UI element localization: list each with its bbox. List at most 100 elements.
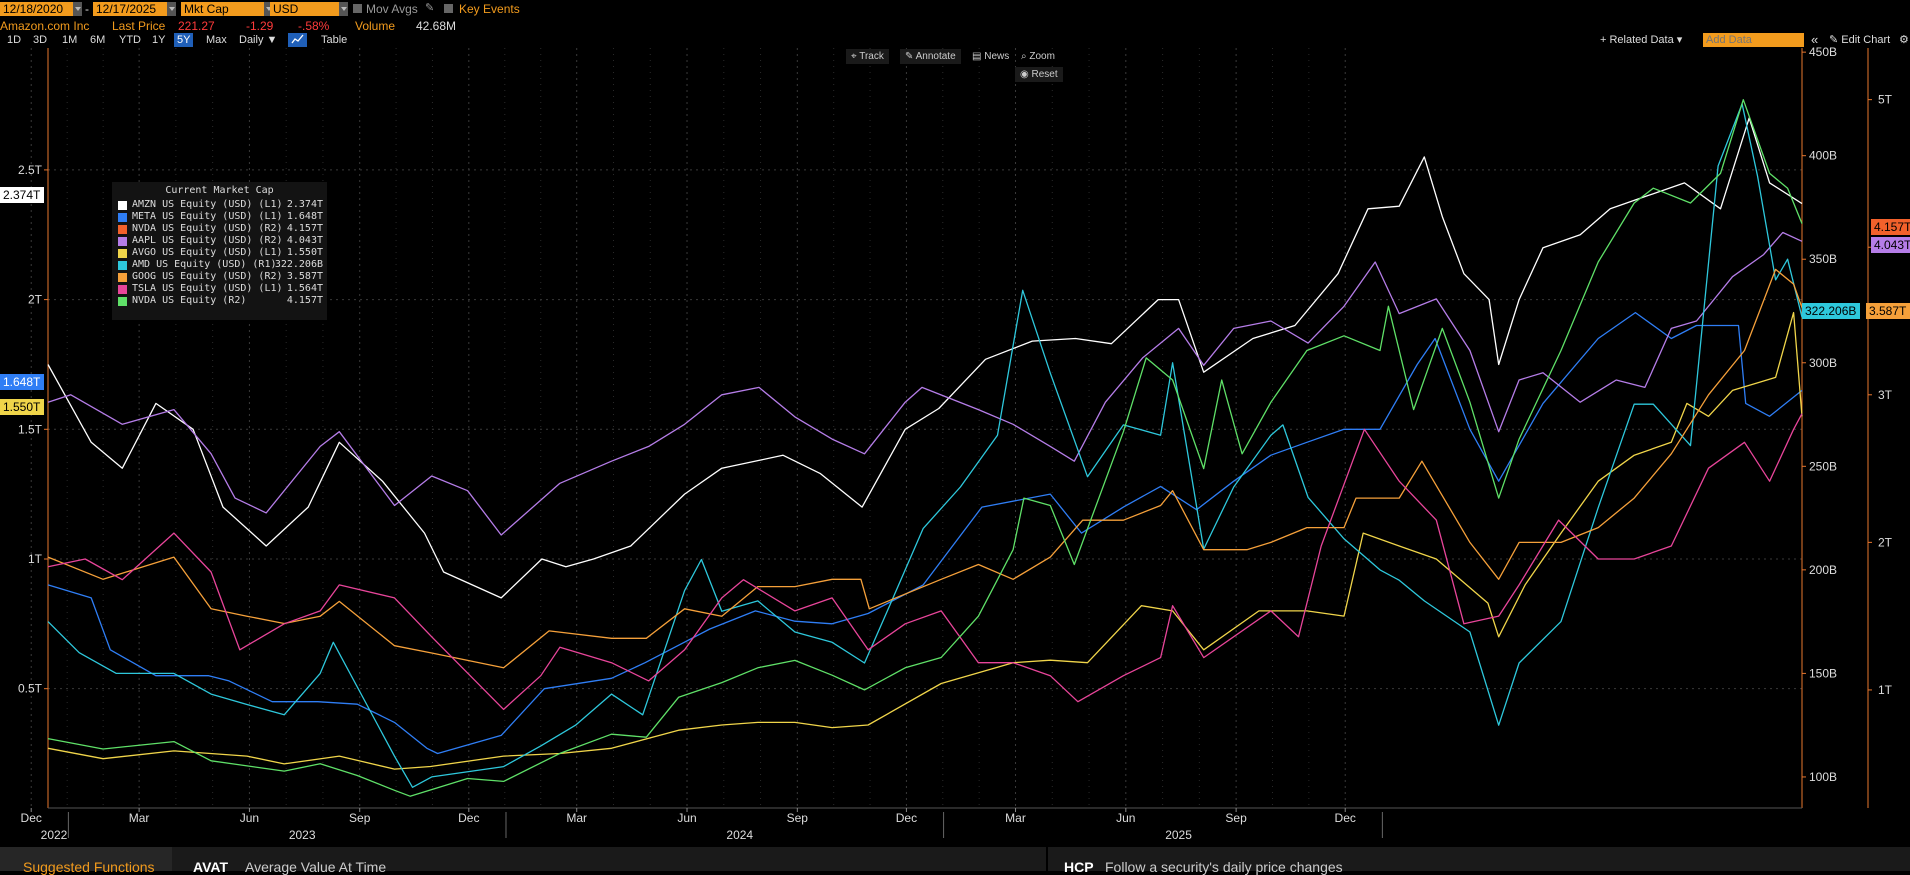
frequency-select[interactable]: Daily ▼: [239, 34, 278, 46]
mov-avgs-label[interactable]: Mov Avgs: [366, 2, 418, 16]
right1-tick-label: 350B: [1809, 252, 1837, 266]
edit-chart-button[interactable]: ✎ Edit Chart: [1826, 33, 1893, 47]
series-line-5: [47, 103, 1803, 788]
legend-item[interactable]: AMD US Equity (USD) (R1) 322.206B: [118, 259, 323, 271]
currency-select[interactable]: USD: [270, 2, 340, 16]
key-events-checkbox[interactable]: [444, 4, 453, 13]
legend-swatch: [118, 285, 127, 294]
legend-item[interactable]: NVDA US Equity (USD) (R2) 4.157T: [118, 223, 323, 235]
legend-swatch: [118, 201, 127, 210]
x-tick-label: Dec: [896, 811, 917, 825]
security-name: Amazon.com Inc: [0, 19, 90, 33]
last-price-label: Last Price: [112, 19, 166, 33]
pencil-icon[interactable]: ✎: [425, 2, 435, 14]
flag-aapl: 4.043T: [1871, 237, 1910, 253]
legend: Current Market Cap AMZN US Equity (USD) …: [112, 182, 327, 320]
range-ytd[interactable]: YTD: [119, 34, 141, 46]
reset-button[interactable]: ◉ Reset: [1015, 67, 1063, 82]
x-tick-label: Mar: [566, 811, 587, 825]
mov-avgs-checkbox[interactable]: [353, 4, 362, 13]
right1-tick-label: 300B: [1809, 356, 1837, 370]
key-events-label[interactable]: Key Events: [459, 2, 520, 16]
currency-dropdown-icon[interactable]: [339, 2, 348, 16]
reset-label: Reset: [1031, 69, 1058, 80]
end-date-field[interactable]: 12/17/2025: [93, 2, 168, 16]
year-label: 2024: [726, 828, 753, 842]
suggested-tab-bg: [0, 847, 172, 871]
legend-series-value: 4.157T: [286, 295, 323, 306]
news-button[interactable]: ▤ News: [967, 49, 1015, 64]
field-select[interactable]: Mkt Cap: [181, 2, 265, 16]
legend-series-name: AMD US Equity (USD) (R1): [132, 259, 277, 270]
series-line-0: [47, 117, 1803, 599]
x-tick-label: Dec: [458, 811, 479, 825]
start-date-dropdown-icon[interactable]: [73, 2, 82, 16]
news-label: News: [984, 51, 1010, 62]
legend-series-name: NVDA US Equity (R2): [132, 295, 247, 306]
range-1y[interactable]: 1Y: [152, 34, 166, 46]
series-line-4: [47, 311, 1803, 770]
function-desc-hcp[interactable]: Follow a security's daily price changes: [1105, 859, 1343, 875]
edit-chart-label: Edit Chart: [1841, 34, 1891, 46]
security-info-row: Amazon.com Inc Last Price 221.27 -1.29 -…: [0, 19, 1910, 33]
legend-swatch: [118, 237, 127, 246]
legend-swatch: [118, 273, 127, 282]
legend-series-value: 4.043T: [286, 235, 323, 246]
legend-series-value: 2.374T: [286, 199, 323, 210]
end-date-dropdown-icon[interactable]: [167, 2, 176, 16]
suggested-functions-label[interactable]: Suggested Functions: [23, 859, 155, 875]
reset-icon: ◉: [1020, 69, 1032, 80]
field-dropdown-icon[interactable]: [264, 2, 273, 16]
bottom-divider: [1046, 847, 1048, 871]
range-1m[interactable]: 1M: [62, 34, 78, 46]
function-code-avat[interactable]: AVAT: [193, 859, 228, 875]
legend-swatch: [118, 213, 127, 222]
price-change: -1.29: [246, 19, 274, 33]
right2-tick-label: 5T: [1878, 93, 1893, 107]
zoom-button[interactable]: ⌕ Zoom: [1016, 49, 1060, 64]
right2-tick-label: 2T: [1878, 535, 1893, 549]
legend-item[interactable]: AMZN US Equity (USD) (L1) 2.374T: [118, 199, 323, 211]
top-bar: 12/18/2020 - 12/17/2025 Mkt Cap USD Mov …: [0, 0, 1910, 19]
add-data-input[interactable]: [1703, 33, 1804, 47]
annotate-button[interactable]: ✎ Annotate: [900, 49, 961, 64]
left-tick-label: 0.5T: [18, 682, 43, 696]
range-6m[interactable]: 6M: [90, 34, 106, 46]
legend-item[interactable]: TSLA US Equity (USD) (L1) 1.564T: [118, 283, 323, 295]
year-label: 2025: [1165, 828, 1192, 842]
left-tick-label: 1T: [28, 552, 43, 566]
last-price-value: 221.27: [178, 19, 215, 33]
collapse-icon[interactable]: «: [1811, 32, 1819, 47]
legend-series-name: META US Equity (USD) (L1): [132, 211, 283, 222]
x-tick-label: Sep: [787, 811, 809, 825]
legend-item[interactable]: NVDA US Equity (R2) 4.157T: [118, 295, 323, 307]
series-group: [47, 99, 1803, 797]
line-chart-icon[interactable]: [288, 33, 307, 47]
legend-swatch: [118, 225, 127, 234]
flag-goog: 3.587T: [1866, 303, 1910, 319]
track-icon: ⌖: [851, 51, 860, 62]
legend-series-name: AAPL US Equity (USD) (R2): [132, 235, 283, 246]
range-5y[interactable]: 5Y: [174, 33, 194, 47]
x-tick-label: Dec: [1335, 811, 1356, 825]
table-button[interactable]: Table: [321, 34, 348, 46]
settings-gear-icon[interactable]: ⚙: [1899, 34, 1909, 46]
legend-item[interactable]: AAPL US Equity (USD) (R2) 4.043T: [118, 235, 323, 247]
legend-series-value: 322.206B: [274, 259, 323, 270]
legend-swatch: [118, 249, 127, 258]
range-1d[interactable]: 1D: [7, 34, 22, 46]
function-code-hcp[interactable]: HCP: [1064, 859, 1094, 875]
range-max[interactable]: Max: [206, 34, 227, 46]
related-data-button[interactable]: + Related Data ▾: [1600, 34, 1683, 46]
legend-series-value: 3.587T: [286, 271, 323, 282]
legend-item[interactable]: GOOG US Equity (USD) (R2) 3.587T: [118, 271, 323, 283]
track-button[interactable]: ⌖ Track: [846, 49, 889, 64]
legend-item[interactable]: META US Equity (USD) (L1) 1.648T: [118, 211, 323, 223]
start-date-field[interactable]: 12/18/2020: [0, 2, 74, 16]
left-tick-label: 1.5T: [18, 422, 43, 436]
right1-tick-label: 450B: [1809, 45, 1837, 59]
legend-item[interactable]: AVGO US Equity (USD) (L1) 1.550T: [118, 247, 323, 259]
range-3d[interactable]: 3D: [33, 34, 48, 46]
function-desc-avat[interactable]: Average Value At Time: [245, 859, 387, 875]
